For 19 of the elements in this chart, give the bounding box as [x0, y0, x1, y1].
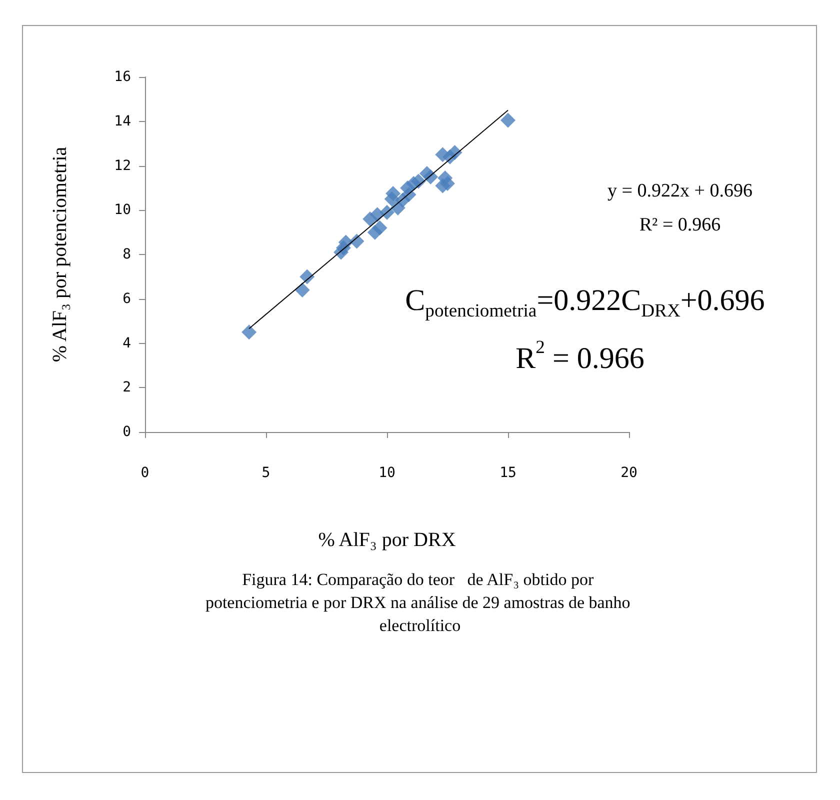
x-tick-label: 20 [620, 465, 638, 481]
y-axis-title: % AlF₃ por potenciometria [49, 146, 71, 362]
x-tick-label: 0 [140, 465, 150, 481]
x-tick-label: 10 [378, 465, 396, 481]
y-tick-label: 16 [114, 69, 131, 85]
x-tick-label: 5 [262, 465, 270, 481]
y-tick-label: 14 [114, 113, 131, 130]
y-tick-label: 10 [114, 202, 131, 218]
y-tick-label: 12 [114, 158, 131, 174]
y-tick-label: 8 [122, 246, 131, 262]
text: R² = 0.966 [639, 214, 721, 236]
y-tick-label: 0 [122, 424, 131, 440]
y-tick-label: 4 [122, 335, 131, 352]
x-axis-title: % AlF₃ por DRX [318, 529, 456, 551]
y-tick-label: 6 [122, 290, 131, 307]
annotation: y = 0.922x + 0.696 [608, 180, 752, 202]
y-tick-label: 2 [122, 380, 131, 396]
text: Figura 14: Comparação do teor de AlF₃ obtido por potenciometria e por DRX na análise de 29 amostras de banho electrolítico [205, 570, 635, 635]
x-tick-label: 15 [500, 465, 516, 481]
